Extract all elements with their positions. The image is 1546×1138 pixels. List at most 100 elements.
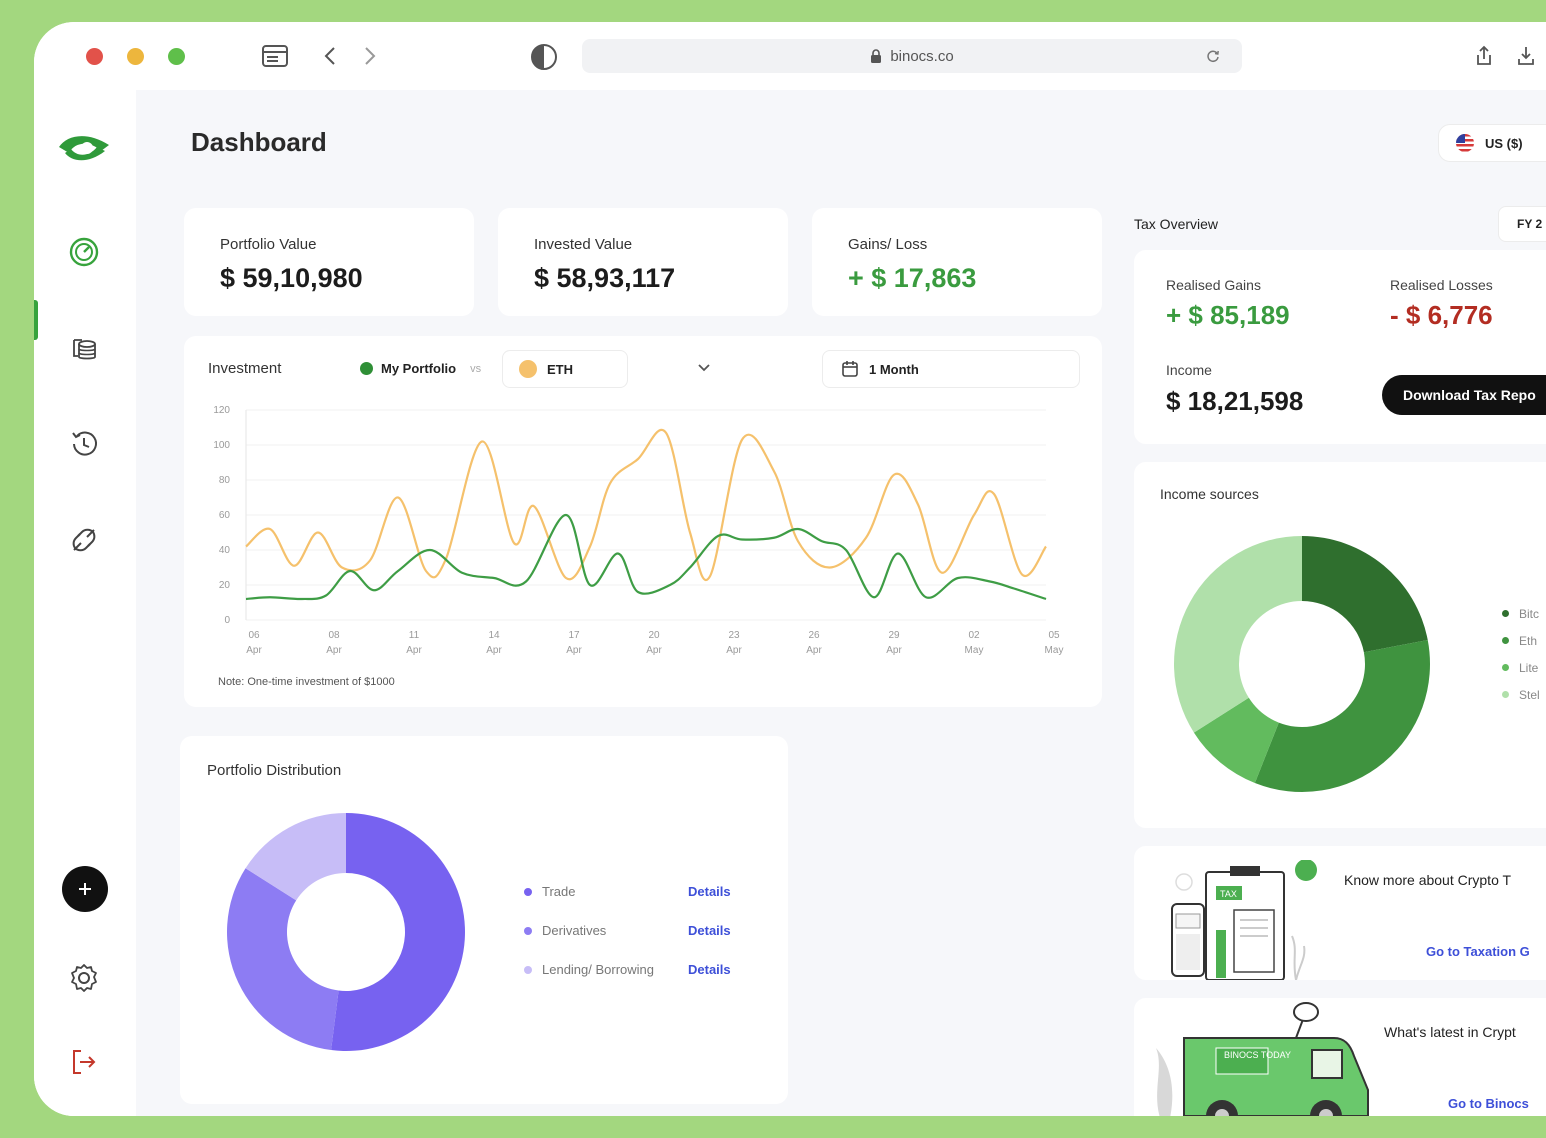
address-bar[interactable]: binocs.co xyxy=(582,39,1242,73)
minimize-window-button[interactable] xyxy=(127,48,144,65)
maximize-window-button[interactable] xyxy=(168,48,185,65)
lock-icon xyxy=(871,49,882,63)
portfolio-distribution-donut xyxy=(227,813,465,1051)
x-tick-label: May xyxy=(965,645,984,656)
y-tick-label: 20 xyxy=(219,580,231,591)
details-link[interactable]: Details xyxy=(688,923,731,938)
settings-gear-icon[interactable] xyxy=(66,960,102,996)
realised-gains-value: + $ 85,189 xyxy=(1166,300,1290,330)
legend-label: Eth xyxy=(1519,633,1538,648)
active-nav-indicator xyxy=(34,300,38,340)
chevron-down-icon[interactable] xyxy=(694,358,714,378)
reload-icon[interactable] xyxy=(1206,49,1220,63)
chart-note: Note: One-time investment of $1000 xyxy=(218,676,395,688)
tax-illustration: TAX xyxy=(1171,860,1317,980)
promo-title: Know more about Crypto T xyxy=(1344,872,1512,888)
y-tick-label: 60 xyxy=(219,510,231,521)
promo-link[interactable]: Go to Binocs xyxy=(1448,1096,1529,1111)
promo-link[interactable]: Go to Taxation G xyxy=(1426,944,1530,959)
legend-item: Trade Details xyxy=(524,872,731,911)
sidebar-toggle-icon[interactable] xyxy=(260,42,290,70)
series-line-my-portfolio xyxy=(245,513,1047,601)
delivery-van-illustration: BINOCS TODAY xyxy=(1156,1002,1369,1116)
browser-titlebar: binocs.co xyxy=(34,22,1546,90)
x-tick-label: 11 xyxy=(409,630,420,641)
income-slice xyxy=(1193,697,1279,784)
x-tick-label: 26 xyxy=(808,630,820,641)
legend-label: Lite xyxy=(1519,660,1539,675)
income-sources-card: Income sources Bitc Eth Lite Stel xyxy=(1134,462,1546,828)
x-tick-label: Apr xyxy=(566,645,582,656)
nav-history-icon[interactable] xyxy=(66,426,102,462)
series-line-eth xyxy=(245,428,1047,581)
realised-gains-label: Realised Gains xyxy=(1166,277,1261,293)
badge-text: TAX xyxy=(1220,889,1237,899)
income-sources-legend: Bitc Eth Lite Stel xyxy=(1502,600,1546,708)
legend-dot xyxy=(1502,637,1509,644)
legend-label: Trade xyxy=(542,884,576,899)
legend-label: Stel xyxy=(1519,687,1540,702)
download-tax-report-button[interactable]: Download Tax Repo xyxy=(1382,375,1546,415)
x-tick-label: Apr xyxy=(406,645,422,656)
main-content: Dashboard US ($) Portfolio Value $ 59,10… xyxy=(136,90,1546,1116)
income-sources-donut xyxy=(1174,536,1430,792)
y-tick-label: 40 xyxy=(219,545,231,556)
nav-dashboard-icon[interactable] xyxy=(66,234,102,270)
logout-icon[interactable] xyxy=(66,1044,102,1080)
x-tick-label: 20 xyxy=(648,630,660,641)
tax-overview-title: Tax Overview xyxy=(1134,216,1219,232)
browser-window: binocs.co xyxy=(34,22,1546,1116)
x-tick-label: 08 xyxy=(328,630,340,641)
x-tick-label: 29 xyxy=(888,630,900,641)
legend-label: Derivatives xyxy=(542,923,607,938)
income-value: $ 18,21,598 xyxy=(1166,386,1304,416)
legend-item: Derivatives Details xyxy=(524,911,731,950)
badge-text: BINOCS TODAY xyxy=(1224,1050,1291,1060)
close-window-button[interactable] xyxy=(86,48,103,65)
realised-losses-label: Realised Losses xyxy=(1390,277,1493,293)
distribution-slice xyxy=(227,868,339,1051)
distribution-slice xyxy=(245,813,346,901)
share-icon[interactable] xyxy=(1472,44,1496,68)
distribution-title: Portfolio Distribution xyxy=(207,762,342,779)
x-tick-label: 02 xyxy=(968,630,980,641)
theme-toggle-icon[interactable] xyxy=(529,42,559,72)
realised-losses-value: - $ 6,776 xyxy=(1390,300,1493,330)
stat-value: + $ 17,863 xyxy=(848,263,977,293)
legend-item: Bitc xyxy=(1502,600,1546,627)
x-tick-label: Apr xyxy=(726,645,742,656)
promo-taxation-card[interactable]: TAX Know more about Crypto T Go to Taxat… xyxy=(1134,846,1546,980)
fiscal-year-label: FY 2 xyxy=(1517,217,1543,231)
forward-icon[interactable] xyxy=(360,44,380,68)
period-selector[interactable]: 1 Month xyxy=(822,350,1080,388)
stat-value: $ 59,10,980 xyxy=(220,263,363,293)
investment-card: Investment My Portfolio vs ETH 1 Month 0… xyxy=(184,336,1102,707)
legend-dot xyxy=(1502,664,1509,671)
promo-binocs-today-card[interactable]: BINOCS TODAY What's latest in Crypt Go t… xyxy=(1134,998,1546,1116)
us-flag-icon xyxy=(1456,134,1474,152)
income-slice xyxy=(1302,536,1428,653)
currency-selector[interactable]: US ($) xyxy=(1438,124,1546,162)
compare-asset-label: ETH xyxy=(547,361,573,377)
details-link[interactable]: Details xyxy=(688,884,731,899)
distribution-legend: Trade Details Derivatives Details Lending/ B… xyxy=(524,872,731,989)
compare-asset-selector[interactable]: ETH xyxy=(502,350,628,388)
add-button[interactable] xyxy=(62,866,108,912)
fiscal-year-selector[interactable]: FY 2 xyxy=(1498,206,1546,242)
legend-dot xyxy=(524,926,532,935)
details-link[interactable]: Details xyxy=(688,962,731,977)
income-slice xyxy=(1174,536,1302,733)
url-text: binocs.co xyxy=(890,47,954,65)
nav-wallets-icon[interactable] xyxy=(66,330,102,366)
legend-label: Lending/ Borrowing xyxy=(542,962,655,977)
x-tick-label: Apr xyxy=(486,645,502,656)
promo-title: What's latest in Crypt xyxy=(1384,1024,1516,1040)
y-tick-label: 120 xyxy=(213,405,230,416)
legend-item: Stel xyxy=(1502,681,1546,708)
nav-integrations-icon[interactable] xyxy=(66,522,102,558)
back-icon[interactable] xyxy=(320,44,340,68)
binocs-logo[interactable] xyxy=(56,128,112,168)
x-tick-label: 06 xyxy=(248,630,260,641)
download-icon[interactable] xyxy=(1514,44,1538,68)
legend-dot xyxy=(1502,691,1509,698)
